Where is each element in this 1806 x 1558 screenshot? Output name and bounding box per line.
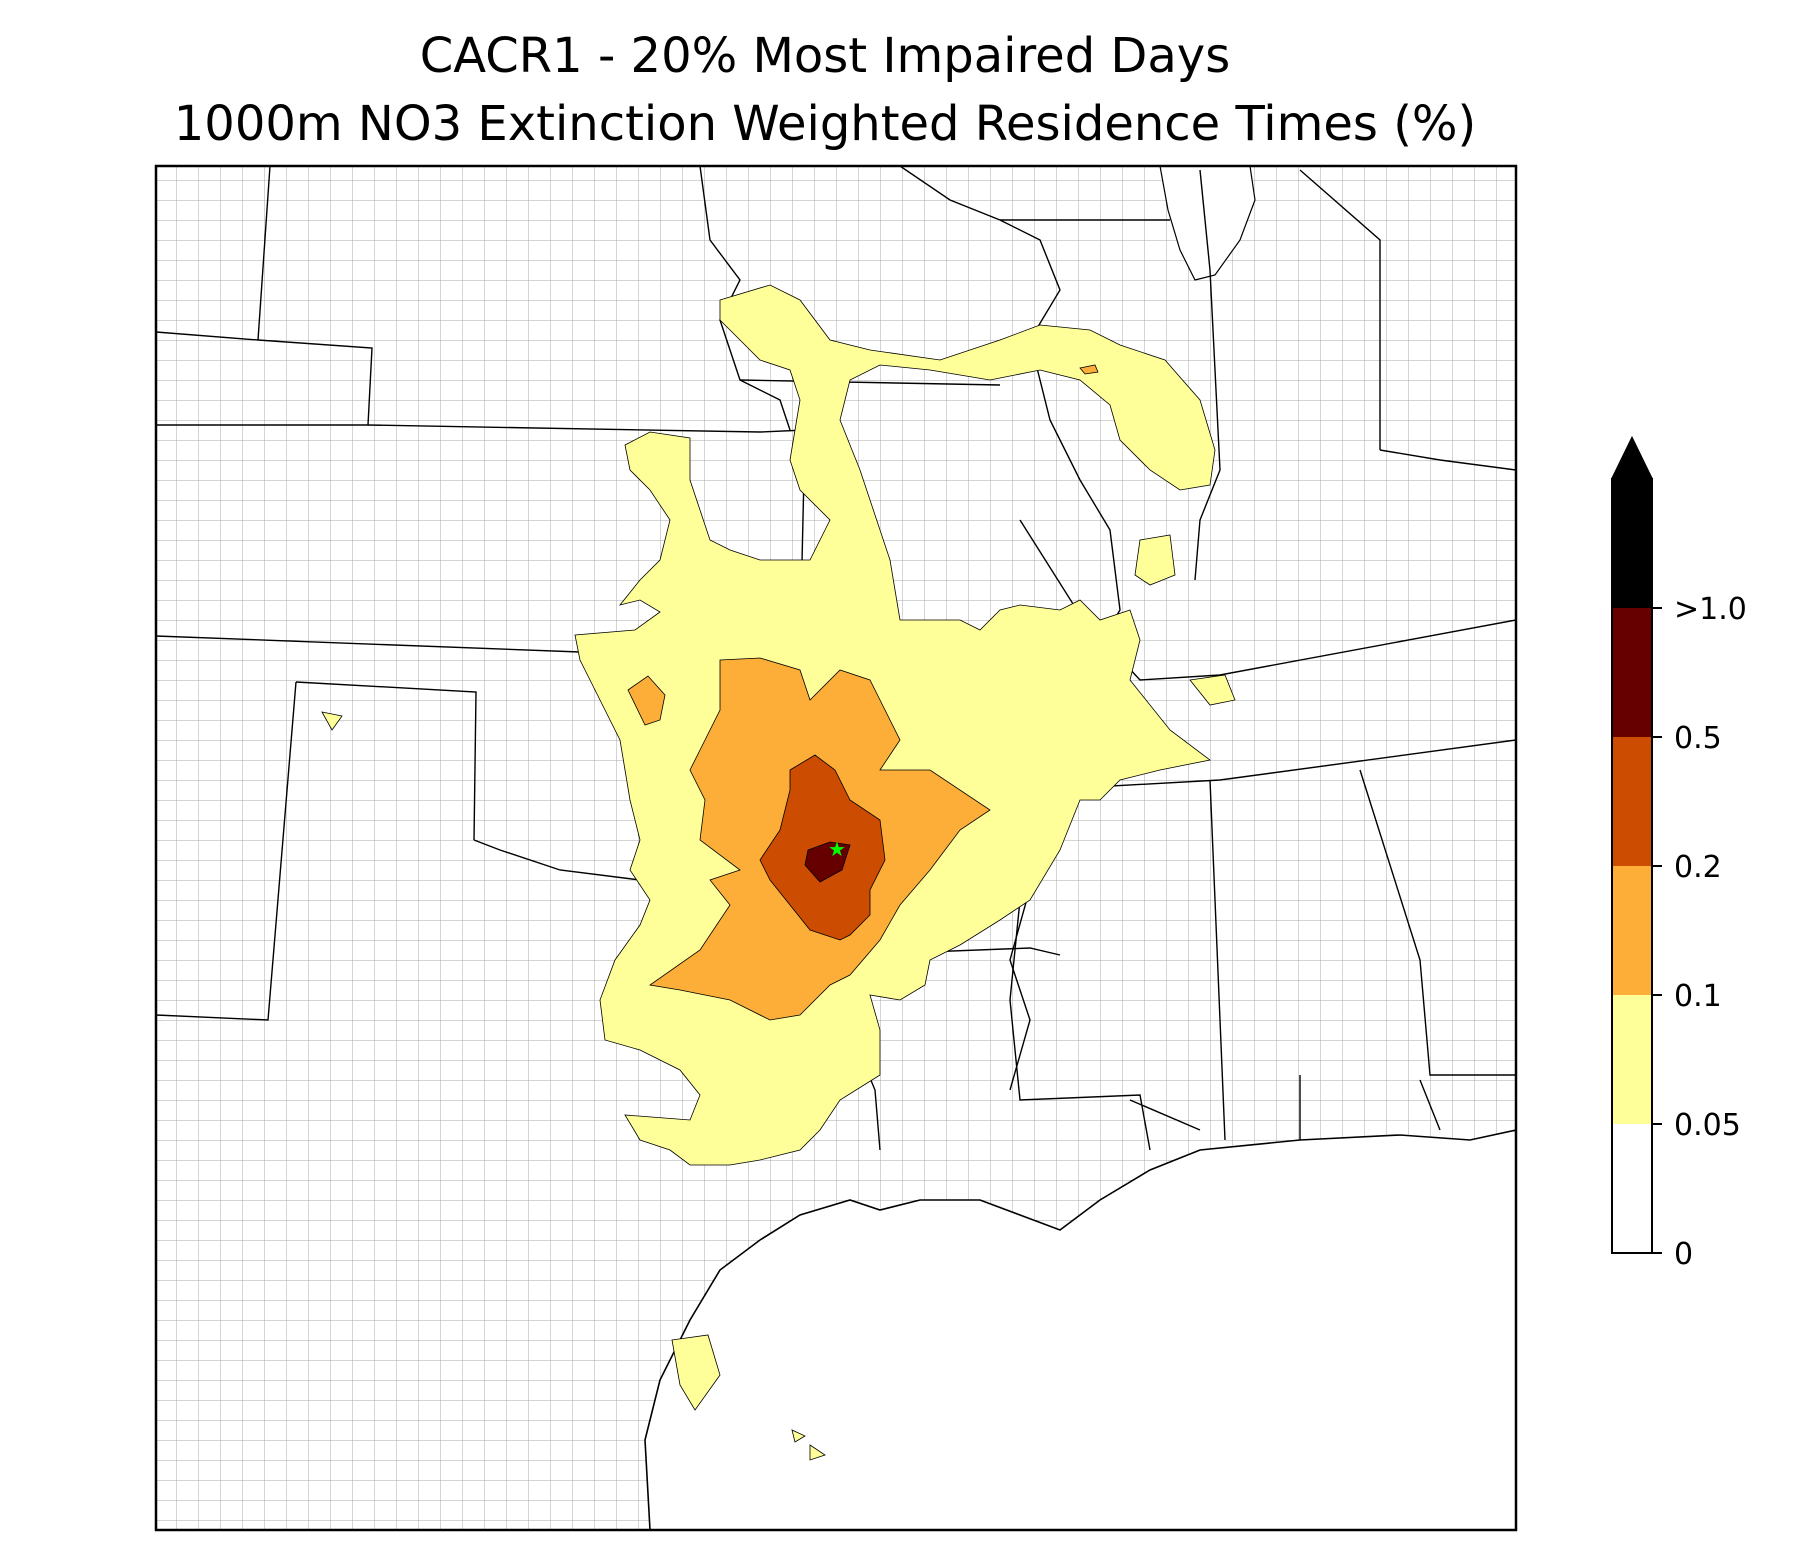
colorbar-tick-label: 0 — [1674, 1237, 1693, 1272]
colorbar-tick-label: 0.05 — [1674, 1108, 1741, 1143]
colorbar-tick-label: 0.2 — [1674, 850, 1722, 885]
gulf-coast — [644, 1129, 1516, 1530]
colorbar-extension-triangle — [1611, 435, 1653, 479]
colorbar-segment — [1612, 866, 1652, 995]
receptor-site-marker: ★ — [828, 837, 846, 861]
chart-title-line-1: CACR1 - 20% Most Impaired Days — [419, 28, 1231, 84]
colorbar-tick-label: 0.5 — [1674, 721, 1722, 756]
colorbar-segment — [1612, 478, 1652, 608]
contour-0.5-1.0 — [804, 841, 851, 883]
colorbar-segment — [1612, 1124, 1652, 1253]
colorbar-tick-label: 0.1 — [1674, 979, 1722, 1014]
colorbar-segment — [1612, 608, 1652, 737]
colorbar-tick-label: >1.0 — [1674, 592, 1747, 627]
map-panel: ★ — [156, 166, 1516, 1530]
lake-michigan — [1159, 166, 1256, 281]
map-frame — [154, 164, 1518, 1532]
colorbar: 0 0.05 0.1 0.2 0.5 >1.0 — [1611, 435, 1747, 1272]
colorbar-segment — [1612, 995, 1652, 1124]
colorbar-segment — [1612, 737, 1652, 866]
chart-title-line-2: 1000m NO3 Extinction Weighted Residence … — [173, 96, 1477, 152]
